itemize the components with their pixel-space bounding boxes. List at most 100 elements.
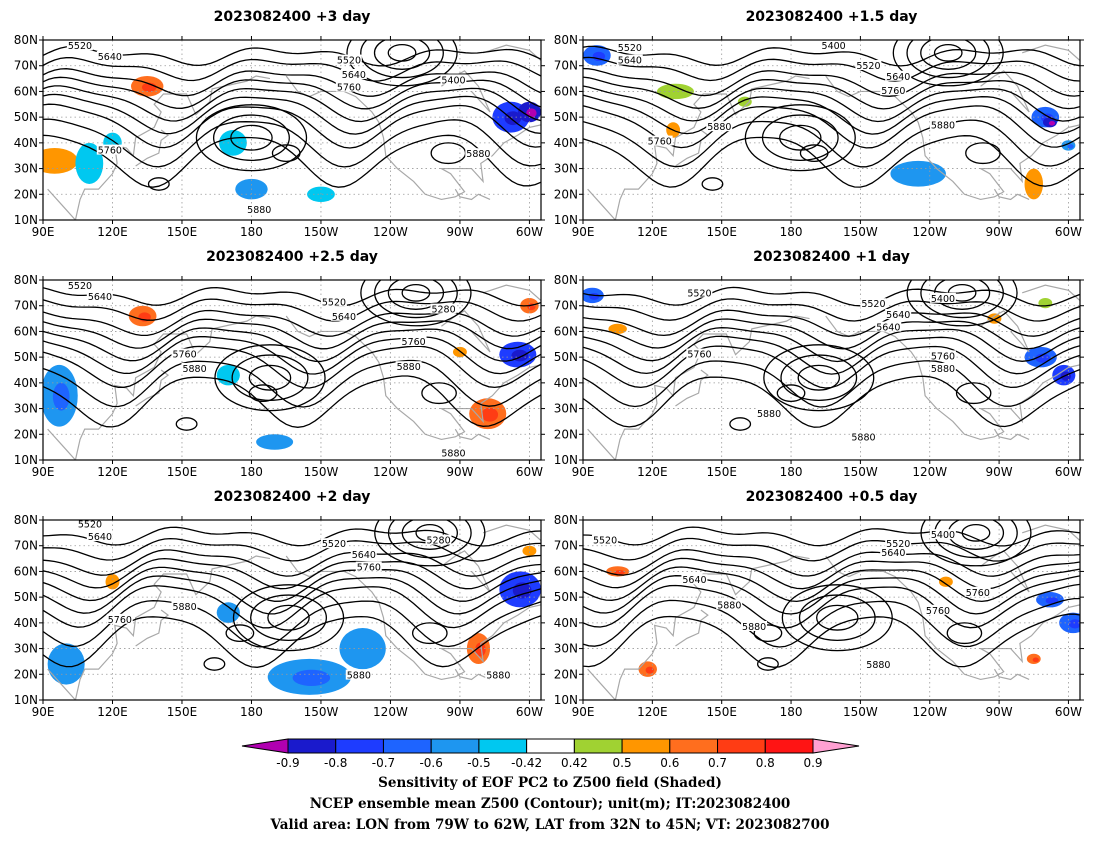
contour-label: 5520 xyxy=(322,539,346,550)
lon-tick-label: 90E xyxy=(32,465,55,479)
panel-title: 2023082400 +3 day xyxy=(214,9,371,25)
contour-line xyxy=(583,537,1080,562)
panel-frame xyxy=(42,279,542,461)
colorbar-swatch xyxy=(430,738,480,754)
colorbar-swatch xyxy=(526,738,575,754)
lon-tick-label: 120E xyxy=(637,465,668,479)
contour-line xyxy=(583,298,1080,322)
coastline xyxy=(980,70,1030,113)
coastlines xyxy=(47,524,541,700)
closed-contour xyxy=(374,280,458,319)
coastline xyxy=(47,555,271,700)
contour-line xyxy=(583,76,1080,110)
colorbar-level-label: 0.6 xyxy=(660,756,679,770)
coastline xyxy=(285,75,541,201)
coastline xyxy=(135,369,170,407)
lon-tick-label: 150E xyxy=(167,465,198,479)
closed-contour xyxy=(230,124,273,151)
lat-tick-label: 70N xyxy=(554,299,578,313)
lat-tick-label: 10N xyxy=(14,693,38,707)
colorbar-swatch xyxy=(287,738,337,754)
lon-tick-label: 90W xyxy=(986,225,1013,239)
contour-label: 5760 xyxy=(402,337,426,348)
closed-contour xyxy=(779,124,822,151)
coastline xyxy=(587,315,810,460)
lat-tick-label: 60N xyxy=(554,84,578,98)
lat-tick-label: 70N xyxy=(14,299,38,313)
colorbar: -0.9 -0.8 -0.7 -0.6 -0.5 -0.42 0.42 0.5 0.6 0.7 0.… xyxy=(241,738,860,770)
contour-line xyxy=(43,85,541,123)
lon-tick-label: 120W xyxy=(373,705,408,719)
lon-tick-label: 180 xyxy=(780,225,803,239)
coastline xyxy=(482,284,541,302)
lon-tick-label: 90E xyxy=(32,225,55,239)
lat-tick-label: 10N xyxy=(554,453,578,467)
colorbar-level-label: -0.9 xyxy=(276,756,299,770)
contour-label: 5760 xyxy=(337,83,361,94)
closed-contour xyxy=(776,384,806,403)
contour-label: 5760 xyxy=(926,606,950,617)
contour-label: 5640 xyxy=(881,548,905,559)
contour-label: 5880 xyxy=(757,409,781,420)
colorbar-level-label: -0.8 xyxy=(324,756,347,770)
colorbar-level-label: 0.7 xyxy=(708,756,727,770)
closed-contour xyxy=(763,344,875,412)
lon-tick-label: 120W xyxy=(373,225,408,239)
panel-title: 2023082400 +1.5 day xyxy=(746,9,918,25)
coastline xyxy=(1022,524,1080,542)
colorbar-swatch xyxy=(621,738,671,754)
lat-tick-label: 70N xyxy=(554,539,578,553)
contour-line xyxy=(583,119,1080,168)
contour-label: 5760 xyxy=(98,146,122,157)
closed-contour xyxy=(961,523,991,542)
lat-tick-label: 30N xyxy=(14,162,38,176)
colorbar-level-label: 0.5 xyxy=(613,756,632,770)
lon-tick-label: 120W xyxy=(373,465,408,479)
contour-label: 5880 xyxy=(717,600,741,611)
contour-line xyxy=(43,68,541,97)
shaded-region xyxy=(43,148,78,174)
contour-label: 5520 xyxy=(618,43,642,54)
closed-contour xyxy=(906,280,1018,327)
lat-tick-label: 70N xyxy=(14,59,38,73)
lon-tick-label: 60W xyxy=(516,705,543,719)
shaded-region xyxy=(256,434,294,450)
contour-label: 5520 xyxy=(322,297,346,308)
contour-line xyxy=(583,309,1080,337)
shaded-core xyxy=(1068,619,1080,629)
axis-ticks: 90E 120E 150E 180 150W 120W 90W 60W 10N 20N 30N 40N… xyxy=(554,513,1084,719)
contour-line xyxy=(43,57,541,82)
contour-line xyxy=(583,360,1080,408)
contour-label: 5640 xyxy=(886,72,910,83)
panel-title: 2023082400 +0.5 day xyxy=(746,489,918,505)
axis-ticks: 90E 120E 150E 180 150W 120W 90W 60W 10N 20N 30N 40N… xyxy=(14,33,545,239)
closed-contour xyxy=(214,344,326,412)
contour-line xyxy=(583,375,1080,428)
lon-tick-label: 90W xyxy=(446,225,473,239)
closed-contour xyxy=(761,114,839,161)
contour-label: 5640 xyxy=(88,292,112,303)
lon-tick-label: 60W xyxy=(1055,225,1082,239)
contour-line xyxy=(583,526,1080,547)
contour-line xyxy=(583,557,1080,590)
contour-label: 5760 xyxy=(357,563,381,574)
shaded-core xyxy=(589,292,600,300)
lon-tick-label: 150W xyxy=(843,705,878,719)
closed-contour xyxy=(387,520,472,559)
lon-tick-label: 90W xyxy=(446,705,473,719)
colorbar-swatch xyxy=(335,738,384,754)
closed-contour xyxy=(816,604,859,631)
contour-line xyxy=(43,345,541,389)
contour-label: 5520 xyxy=(886,539,910,550)
lon-tick-label: 150W xyxy=(843,465,878,479)
lat-tick-label: 10N xyxy=(14,453,38,467)
z500-contours xyxy=(43,280,541,431)
lat-tick-label: 40N xyxy=(14,616,38,630)
lat-tick-label: 60N xyxy=(554,324,578,338)
closed-contour xyxy=(920,520,1032,567)
lat-tick-label: 20N xyxy=(14,427,38,441)
contour-line xyxy=(43,103,541,149)
lon-tick-label: 60W xyxy=(516,225,543,239)
closed-contour xyxy=(946,622,983,645)
coastline xyxy=(285,315,541,441)
